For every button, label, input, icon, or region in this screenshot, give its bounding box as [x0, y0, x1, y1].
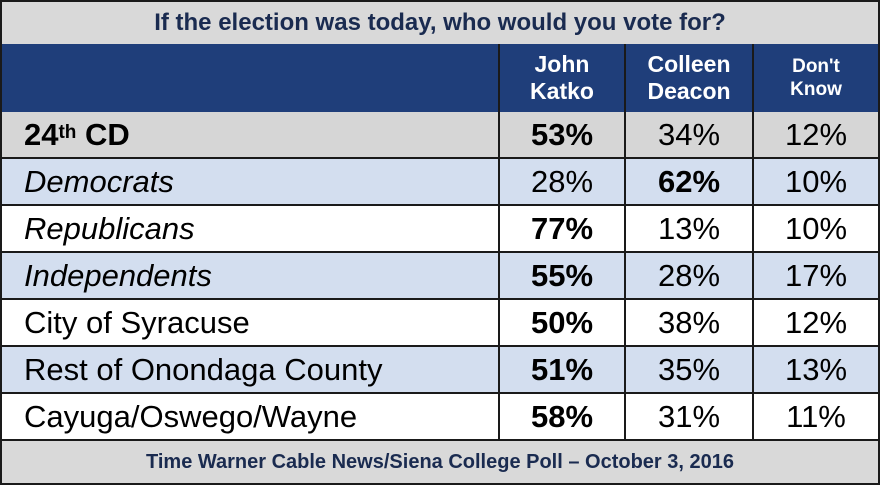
- row-label-suffix: CD: [76, 116, 130, 152]
- table-row: Republicans 77% 13% 10%: [2, 206, 878, 253]
- row-label: Rest of Onondaga County: [2, 347, 500, 392]
- table-row: Democrats 28% 62% 10%: [2, 159, 878, 206]
- value-katko: 53%: [500, 112, 626, 157]
- value-deacon: 28%: [626, 253, 754, 298]
- row-label: City of Syracuse: [2, 300, 500, 345]
- table-row: Cayuga/Oswego/Wayne 58% 31% 11%: [2, 394, 878, 441]
- value-katko: 51%: [500, 347, 626, 392]
- table-row: Rest of Onondaga County 51% 35% 13%: [2, 347, 878, 394]
- row-label: Democrats: [2, 159, 500, 204]
- row-label-number: 24: [24, 116, 59, 152]
- value-katko: 50%: [500, 300, 626, 345]
- value-dont-know: 11%: [786, 398, 846, 434]
- table-title: If the election was today, who would you…: [2, 2, 878, 46]
- value-dont-know: 10%: [784, 163, 848, 199]
- value-deacon: 31%: [626, 394, 754, 439]
- value-dont-know: 10%: [784, 210, 848, 246]
- value-dont-know: 17%: [784, 257, 848, 293]
- value-deacon: 38%: [626, 300, 754, 345]
- table-row: Independents 55% 28% 17%: [2, 253, 878, 300]
- value-deacon: 13%: [626, 206, 754, 251]
- value-dont-know: 12%: [784, 304, 848, 340]
- value-katko: 28%: [500, 159, 626, 204]
- value-deacon: 35%: [626, 347, 754, 392]
- value-dont-know: 13%: [784, 351, 848, 387]
- header-dont-know: Don't Know: [790, 56, 842, 100]
- value-katko: 58%: [500, 394, 626, 439]
- header-label-column: [2, 44, 500, 112]
- header-deacon: Colleen Deacon: [626, 44, 754, 112]
- value-deacon: 34%: [626, 112, 754, 157]
- table-header: John Katko Colleen Deacon Don't Know: [2, 44, 878, 114]
- value-dont-know: 12%: [784, 116, 848, 152]
- row-label: Cayuga/Oswego/Wayne: [2, 394, 500, 439]
- value-deacon: 62%: [626, 159, 754, 204]
- value-katko: 55%: [500, 253, 626, 298]
- table-row: City of Syracuse 50% 38% 12%: [2, 300, 878, 347]
- source-footer: Time Warner Cable News/Siena College Pol…: [2, 441, 878, 483]
- header-katko: John Katko: [500, 44, 626, 112]
- row-label: Republicans: [2, 206, 500, 251]
- value-katko: 77%: [500, 206, 626, 251]
- row-label: Independents: [2, 253, 500, 298]
